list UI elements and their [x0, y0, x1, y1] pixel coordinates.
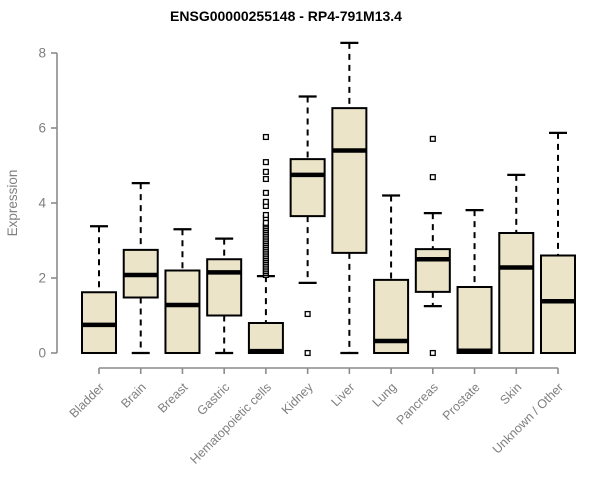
iqr-box: [164, 269, 201, 354]
boxplot-bladder: [81, 225, 117, 354]
x-tick-label-kidney: Kidney: [279, 380, 316, 417]
x-tick-label-breast: Breast: [155, 380, 191, 416]
outlier-point: [304, 310, 311, 318]
y-tick-label-8: 8: [38, 46, 46, 61]
y-tick-label-4: 4: [38, 196, 46, 211]
y-tick-label-2: 2: [38, 271, 46, 286]
x-tick-label-pancreas: Pancreas: [394, 380, 441, 427]
x-tick-label-unknown-other: Unknown / Other: [490, 380, 566, 456]
boxplot-skin: [498, 173, 535, 354]
outlier-point: [429, 174, 436, 181]
iqr-box: [498, 232, 535, 354]
iqr-box: [414, 248, 451, 293]
outlier-point: [262, 219, 269, 226]
iqr-box: [206, 258, 243, 317]
x-tick-label-lung: Lung: [370, 380, 400, 410]
outlier-point: [304, 349, 311, 357]
boxplot-gastric: [206, 237, 243, 355]
x-tick-label-prostate: Prostate: [440, 380, 483, 423]
outlier-point: [262, 133, 269, 141]
y-axis-label: Expression: [5, 170, 20, 237]
chart-title: ENSG00000255148 - RP4-791M13.4: [170, 8, 402, 24]
boxplot-lung: [373, 194, 410, 354]
boxplot-prostate: [456, 209, 493, 354]
outlier-point: [429, 349, 436, 357]
outlier-point: [262, 198, 269, 205]
axes: 0 2 4 6 8 Bladder Brain Breast GastricHematopoie…: [38, 46, 566, 467]
outlier-point: [262, 211, 269, 219]
x-tick-label-liver: Liver: [328, 380, 357, 409]
x-tick-label-skin: Skin: [497, 380, 524, 407]
iqr-box: [289, 158, 326, 218]
outlier-point: [429, 135, 436, 142]
outlier-point: [262, 159, 269, 166]
boxplot-breast: [164, 228, 201, 354]
x-tick-label-brain: Brain: [118, 380, 149, 411]
y-tick-label-0: 0: [38, 346, 46, 361]
iqr-box: [456, 286, 493, 354]
iqr-box: [540, 254, 576, 354]
boxplot-hematopoietic-cells: [247, 133, 284, 354]
x-tick-label-hematopoietic-cells: Hematopoietic cells: [187, 380, 274, 467]
outlier-point: [262, 168, 269, 175]
outlier-point: [262, 175, 269, 183]
boxplot-brain: [122, 182, 159, 355]
boxplot-kidney: [289, 95, 326, 357]
y-tick-label-6: 6: [38, 121, 46, 136]
boxplot-unknown-other: [540, 131, 576, 354]
boxplot-pancreas: [414, 135, 451, 357]
x-tick-label-gastric: Gastric: [194, 380, 232, 418]
x-tick-label-bladder: Bladder: [67, 380, 107, 420]
iqr-box: [331, 107, 368, 254]
iqr-box: [247, 322, 284, 354]
boxplot-liver: [331, 41, 368, 355]
outlier-point: [262, 189, 269, 196]
boxplots: [81, 41, 576, 357]
